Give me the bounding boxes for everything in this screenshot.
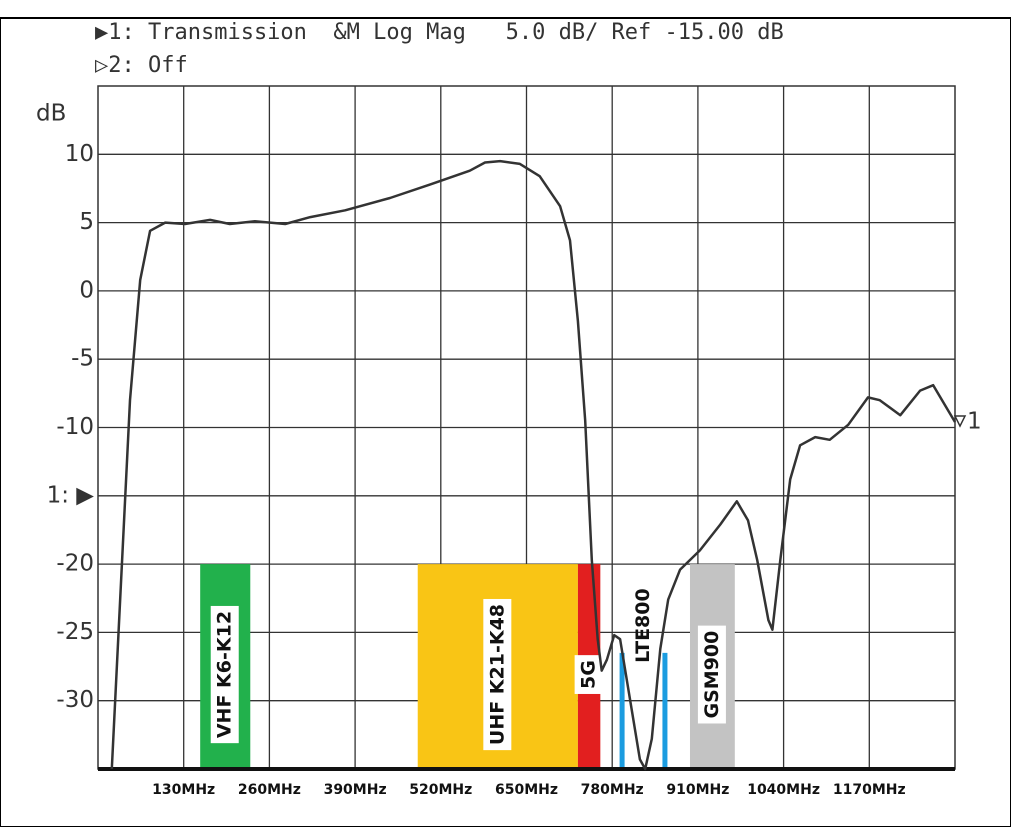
y-tick-label: -30: [56, 687, 94, 713]
x-tick-label: 260MHz: [238, 782, 301, 798]
x-tick-label: 130MHz: [152, 782, 215, 798]
y-tick-label: -20: [56, 551, 94, 577]
x-tick-label: 1170MHz: [833, 782, 906, 798]
y-tick-label: -25: [56, 619, 94, 645]
x-tick-label: 650MHz: [495, 782, 558, 798]
y-tick-label: 10: [65, 141, 94, 167]
x-tick-label: 390MHz: [324, 782, 387, 798]
y-tick-label: 0: [79, 277, 94, 303]
header-line: ▷2: Off: [95, 53, 188, 78]
y-tick-label: 5: [79, 209, 94, 235]
marker-label: 1: [967, 409, 982, 435]
band-label: 5G: [578, 660, 600, 689]
y-axis-label: dB: [36, 101, 66, 127]
trace: [110, 159, 957, 771]
plot-area: 10 5 0 -5 -10 1: ▶ -20 -25 -30 130MHz 260MHz 390MHz…: [47, 85, 982, 798]
x-tick-label: 520MHz: [409, 782, 472, 798]
y-tick-label: -5: [71, 346, 94, 372]
band-label: VHF K6-K12: [214, 611, 236, 738]
band-label: LTE800: [632, 588, 654, 663]
header-line: ▶1: Transmission &M Log Mag 5.0 dB/ Ref …: [95, 20, 784, 45]
band-label-box: [210, 605, 239, 744]
y-tick-label: 1: ▶: [47, 482, 95, 508]
band-label: UHF K21-K48: [486, 604, 508, 745]
x-tick-label: 1040MHz: [747, 782, 820, 798]
x-tick-label: 910MHz: [666, 782, 729, 798]
y-tick-label: -10: [56, 414, 94, 440]
band-label-box: [697, 625, 726, 724]
x-tick-label: 780MHz: [581, 782, 644, 798]
band-label: GSM900: [701, 631, 723, 719]
band-label-box: [574, 655, 603, 694]
marker-symbol: [953, 415, 967, 428]
band-label-box: [483, 598, 512, 751]
